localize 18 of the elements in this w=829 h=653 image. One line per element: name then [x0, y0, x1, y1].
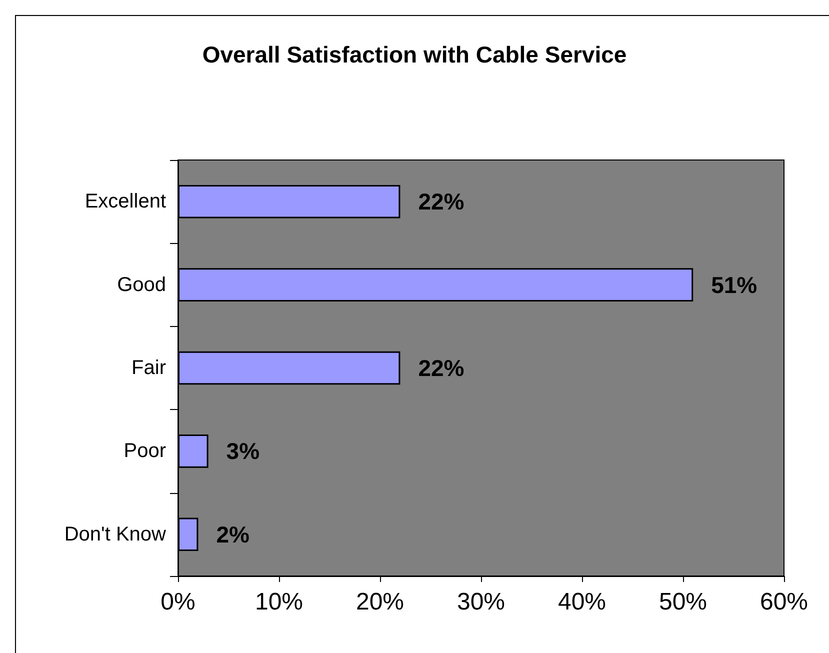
chart-title: Overall Satisfaction with Cable Service: [202, 42, 627, 68]
data-label: 51%: [711, 272, 758, 298]
data-label: 22%: [418, 355, 464, 381]
x-tick-label: 50%: [658, 588, 708, 616]
y-tick-label: Don't Know: [64, 523, 167, 546]
data-label: 2%: [216, 521, 250, 548]
x-tick-label: 30%: [456, 588, 506, 616]
x-tick-label: 0%: [160, 588, 196, 616]
x-tick-label: 20%: [356, 588, 404, 616]
y-tick-label: Poor: [124, 440, 166, 462]
y-tick-label: Excellent: [84, 190, 166, 213]
x-tick-label: 60%: [760, 588, 808, 616]
y-tick-label: Good: [117, 274, 166, 296]
x-tick-label: 40%: [558, 588, 606, 616]
data-label: 22%: [418, 188, 464, 215]
x-tick-label: 10%: [254, 588, 304, 616]
y-tick-label: Fair: [132, 357, 166, 379]
data-label: 3%: [226, 438, 260, 464]
